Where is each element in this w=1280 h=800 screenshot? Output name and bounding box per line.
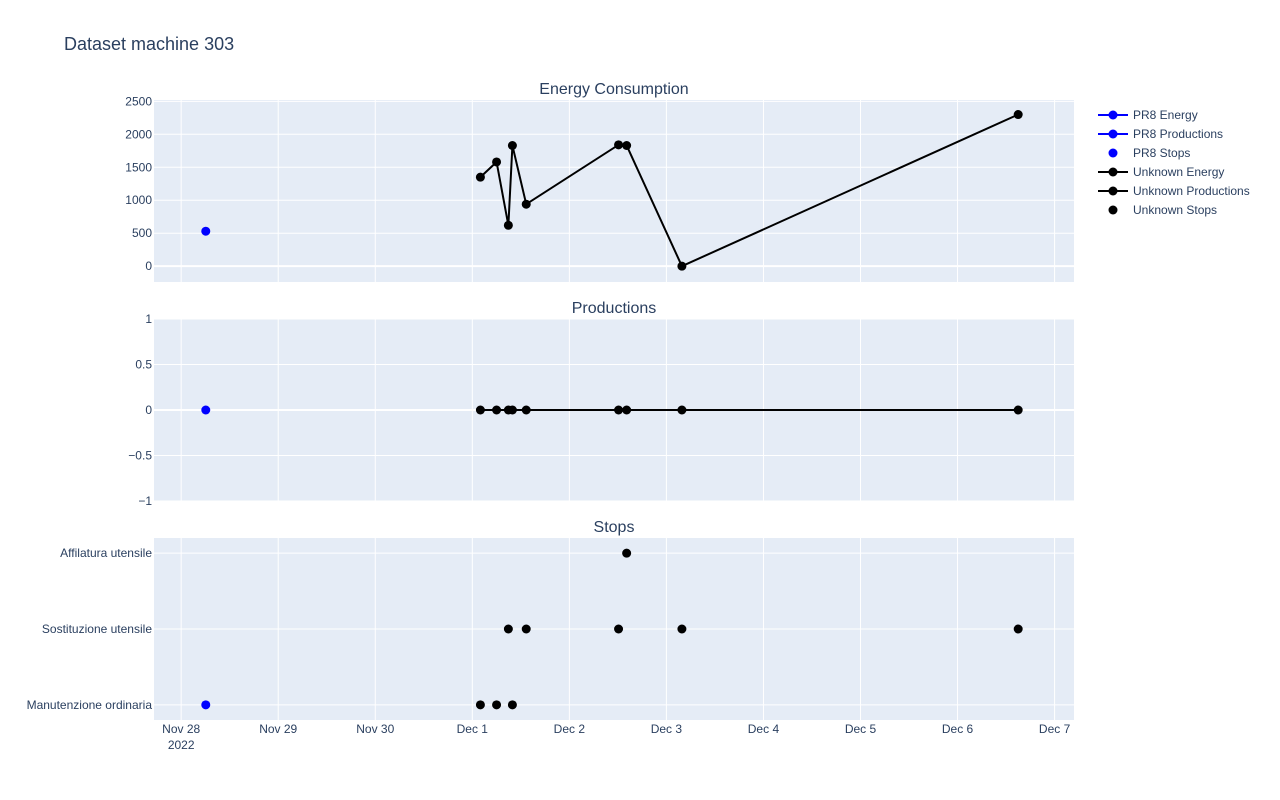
legend-label: Unknown Productions xyxy=(1133,184,1250,198)
y-tick-label: 2500 xyxy=(125,94,152,108)
data-point[interactable] xyxy=(507,141,517,150)
legend-label: PR8 Stops xyxy=(1133,146,1190,160)
data-point[interactable] xyxy=(677,624,687,634)
legend-item[interactable]: PR8 Productions xyxy=(1098,127,1223,141)
x-tick-year-label: 2022 xyxy=(168,738,195,752)
x-tick-label: Dec 1 xyxy=(457,722,489,736)
data-point[interactable] xyxy=(614,405,624,415)
legend[interactable]: PR8 Energy PR8 Productions PR8 Stops Unknow… xyxy=(1098,108,1250,217)
data-point[interactable] xyxy=(614,624,624,634)
x-tick-label: Dec 7 xyxy=(1039,722,1071,736)
plot-background-energy xyxy=(154,100,1074,282)
y-tick-label: 0.5 xyxy=(135,358,152,372)
x-tick-label: Nov 30 xyxy=(356,722,394,736)
data-point[interactable] xyxy=(622,405,632,415)
y-tick-label: Sostituzione utensile xyxy=(42,622,152,636)
legend-marker xyxy=(1108,167,1118,177)
legend-marker xyxy=(1108,148,1118,158)
data-point[interactable] xyxy=(622,141,632,150)
data-point[interactable] xyxy=(1013,110,1023,120)
subplot-title-energy: Energy Consumption xyxy=(539,81,688,98)
chart-title: Dataset machine 303 xyxy=(64,34,234,54)
x-tick-label: Dec 5 xyxy=(845,722,877,736)
data-point[interactable] xyxy=(503,624,513,634)
series-pr8-productions[interactable] xyxy=(201,405,211,415)
data-point[interactable] xyxy=(492,157,502,167)
x-tick-label: Dec 6 xyxy=(942,722,974,736)
data-point[interactable] xyxy=(507,405,517,415)
data-point[interactable] xyxy=(475,172,485,182)
data-point[interactable] xyxy=(1013,405,1023,415)
legend-label: Unknown Energy xyxy=(1133,165,1224,179)
subplot-title-stops: Stops xyxy=(594,519,635,536)
legend-label: PR8 Productions xyxy=(1133,127,1223,141)
x-tick-label: Dec 2 xyxy=(554,722,586,736)
y-tick-label: Affilatura utensile xyxy=(60,546,152,560)
data-point[interactable] xyxy=(677,405,687,415)
legend-marker xyxy=(1108,205,1118,215)
data-point[interactable] xyxy=(677,261,687,271)
legend-marker xyxy=(1108,129,1118,139)
legend-item[interactable]: Unknown Stops xyxy=(1108,203,1218,217)
data-point[interactable] xyxy=(521,199,531,209)
subplot-title-productions: Productions xyxy=(572,300,657,317)
data-point[interactable] xyxy=(507,700,517,710)
legend-label: PR8 Energy xyxy=(1133,108,1198,122)
y-tick-label: −1 xyxy=(138,494,152,508)
data-point[interactable] xyxy=(492,700,502,710)
series-pr8-energy[interactable] xyxy=(201,226,211,236)
y-tick-label: Manutenzione ordinaria xyxy=(27,698,153,712)
y-tick-label: 0 xyxy=(145,403,152,417)
data-point[interactable] xyxy=(521,405,531,415)
y-tick-label: 0 xyxy=(145,259,152,273)
x-tick-label: Nov 28 xyxy=(162,722,200,736)
data-point[interactable] xyxy=(201,226,211,236)
data-point[interactable] xyxy=(503,220,513,230)
legend-item[interactable]: PR8 Stops xyxy=(1108,146,1191,160)
data-point[interactable] xyxy=(614,140,624,150)
legend-item[interactable]: PR8 Energy xyxy=(1098,108,1198,122)
data-point[interactable] xyxy=(475,700,485,710)
data-point[interactable] xyxy=(475,405,485,415)
legend-label: Unknown Stops xyxy=(1133,203,1217,217)
data-point[interactable] xyxy=(201,405,211,415)
data-point[interactable] xyxy=(1013,624,1023,634)
x-tick-label: Nov 29 xyxy=(259,722,297,736)
data-point[interactable] xyxy=(201,700,211,710)
data-point[interactable] xyxy=(622,548,632,558)
series-unknown-stops[interactable] xyxy=(475,548,1023,710)
y-tick-label: 2000 xyxy=(125,127,152,141)
series-pr8-stops[interactable] xyxy=(201,700,211,710)
series-unknown-productions[interactable] xyxy=(475,405,1023,415)
data-point[interactable] xyxy=(521,624,531,634)
legend-item[interactable]: Unknown Energy xyxy=(1098,165,1224,179)
y-tick-label: 1500 xyxy=(125,160,152,174)
y-tick-label: 500 xyxy=(132,226,152,240)
legend-marker xyxy=(1108,186,1118,196)
y-tick-label: 1000 xyxy=(125,193,152,207)
x-tick-label: Dec 4 xyxy=(748,722,780,736)
plot-area[interactable]: 0 500 1000 1500 2000 2500 Energy Consumption −1… xyxy=(27,81,1074,752)
x-tick-label: Dec 3 xyxy=(651,722,683,736)
y-tick-label: −0.5 xyxy=(128,449,152,463)
legend-marker xyxy=(1108,110,1118,120)
data-point[interactable] xyxy=(492,405,502,415)
legend-item[interactable]: Unknown Productions xyxy=(1098,184,1250,198)
y-tick-label: 1 xyxy=(145,312,152,326)
series-unknown-energy[interactable] xyxy=(475,110,1023,271)
